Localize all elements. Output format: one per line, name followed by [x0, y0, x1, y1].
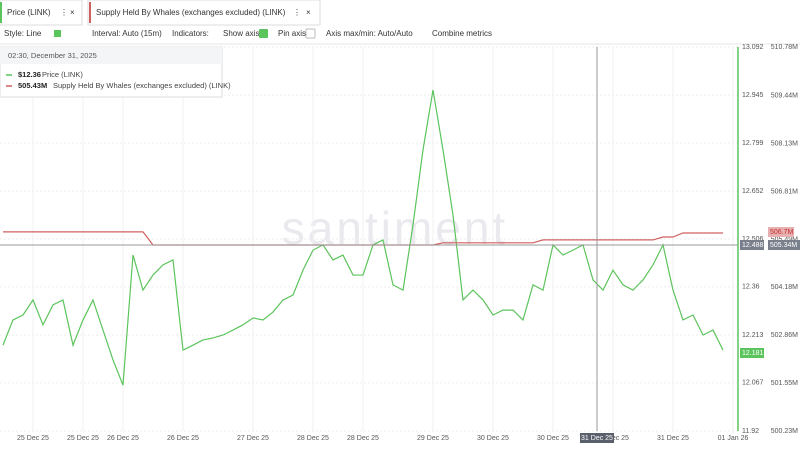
y2-tick-label: 509.44M: [771, 93, 798, 100]
watermark: santiment: [282, 202, 508, 254]
tab-menu[interactable]: ⋮: [60, 8, 68, 17]
tab-label: Supply Held By Whales (exchanges exclude…: [96, 8, 286, 17]
tab-supply[interactable]: [87, 0, 321, 26]
axis-marker: [768, 227, 794, 237]
tab-menu[interactable]: ⋮: [293, 8, 301, 17]
y2-tick-label: 502.86M: [771, 332, 798, 339]
interval-select[interactable]: Interval: Auto (15m): [92, 29, 162, 38]
axis-marker: [768, 240, 800, 250]
x-tick-label: 26 Dec 25: [167, 435, 199, 442]
indicators[interactable]: Indicators:: [172, 29, 209, 38]
combine-metrics[interactable]: Combine metrics: [432, 29, 492, 38]
y-tick-label: 13.092: [742, 44, 764, 51]
axis-marker-label: 506.7M: [770, 229, 794, 236]
hover-date-label: 31 Dec 25: [581, 435, 613, 442]
checkbox[interactable]: [305, 28, 316, 39]
checkbox[interactable]: [259, 29, 268, 38]
axis-marker-label: 12.488: [742, 242, 764, 249]
y2-tick-label: 505.49M: [771, 236, 798, 243]
y-tick-label: 12.506: [742, 236, 764, 243]
color-picker[interactable]: [54, 30, 61, 37]
show-axis[interactable]: Show axis: [223, 29, 259, 38]
y-tick-label: 12.652: [742, 188, 764, 195]
y2-tick-label: 501.55M: [771, 380, 798, 387]
tab-label: Price (LINK): [7, 8, 51, 17]
x-tick-label: 28 Dec 25: [297, 435, 329, 442]
tooltip-value: 505.43M: [18, 81, 47, 90]
tooltip-head: [0, 47, 222, 64]
axis-marker-label: 12.181: [742, 350, 764, 357]
x-tick-label: 01 Jan 26: [718, 435, 749, 442]
axis-marker: [740, 348, 764, 358]
x-tick-label: 26 Dec 25: [107, 435, 139, 442]
axis-marker: [740, 240, 764, 250]
x-tick-label: 25 Dec 25: [17, 435, 49, 442]
y-tick-label: 12.36: [742, 284, 760, 291]
tooltip-time: 02:30, December 31, 2025: [8, 51, 97, 60]
tab-price[interactable]: [0, 0, 83, 26]
tab-marker: [89, 2, 91, 23]
y2-tick-label: 508.13M: [771, 140, 798, 147]
x-tick-label: 25 Dec 25: [67, 435, 99, 442]
y-tick-label: 11.92: [742, 428, 759, 435]
x-tick-label: 28 Dec 25: [347, 435, 379, 442]
tab-close[interactable]: ×: [70, 8, 75, 17]
x-tick-label: 27 Dec 25: [237, 435, 269, 442]
plot: santiment13.09212.94512.79912.65212.5061…: [0, 44, 800, 443]
tab-close[interactable]: ×: [306, 8, 311, 17]
y-tick-label: 12.945: [742, 92, 764, 99]
y2-tick-label: 500.23M: [771, 428, 798, 435]
x-tick-label: 31 Dec 25: [657, 435, 689, 442]
x-tick-label: 29 Dec 25: [417, 435, 449, 442]
axis-minmax[interactable]: Axis max/min: Auto/Auto: [326, 29, 413, 38]
hover-date: [580, 433, 614, 443]
y-tick-label: 12.067: [742, 380, 764, 387]
axis-marker-label: 505.34M: [770, 242, 797, 249]
pin-axis[interactable]: Pin axis: [278, 29, 306, 38]
y2-tick-label: 504.18M: [771, 284, 798, 291]
tooltip-name: Price (LINK): [42, 70, 83, 79]
x-tick-label: 30 Dec 25: [537, 435, 569, 442]
tooltip-value: $12.36: [18, 70, 41, 79]
y2-tick-label: 506.81M: [771, 188, 798, 195]
tooltip-name: Supply Held By Whales (exchanges exclude…: [53, 81, 231, 90]
y2-tick-label: 510.78M: [771, 44, 798, 51]
y-tick-label: 12.213: [742, 332, 764, 339]
series-line: [2, 89, 724, 386]
y-tick-label: 12.799: [742, 140, 764, 147]
x-tick-label: 30 Dec 25: [477, 435, 509, 442]
style-select[interactable]: Style: Line: [4, 29, 42, 38]
tab-marker: [0, 2, 2, 23]
